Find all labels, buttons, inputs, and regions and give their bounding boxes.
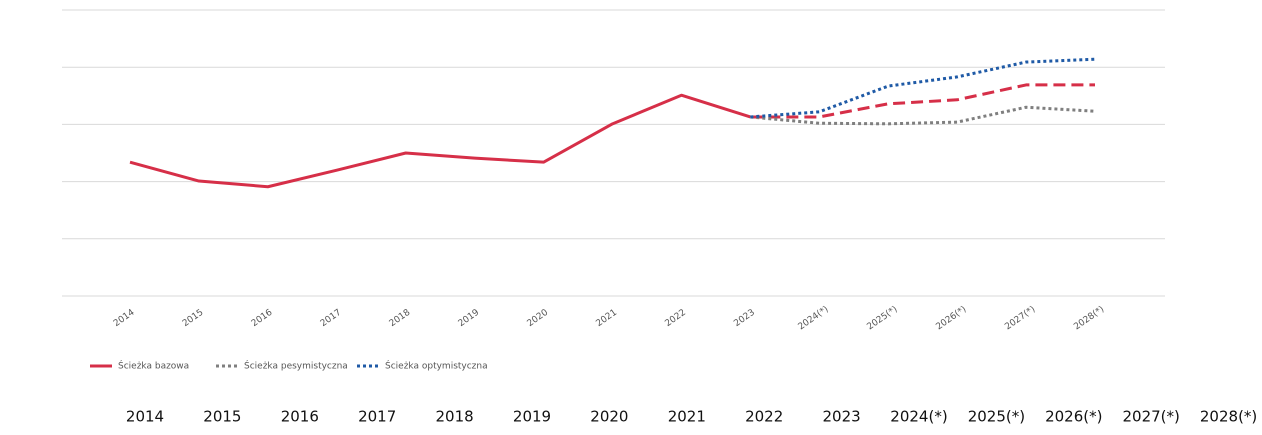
x-tick-label: 2022 [663,308,687,329]
legend-label: Ścieżka pesymistyczna [244,360,348,372]
x-tick-label: 2019 [457,308,482,329]
year-label: 2016 [281,408,319,426]
year-label: 2023 [823,408,861,426]
year-label: 2022 [745,408,783,426]
year-label: 2014 [126,408,164,426]
year-label: 2018 [436,408,474,426]
year-label: 2027(*) [1123,408,1180,426]
x-tick-label: 2018 [388,308,413,329]
x-tick-label: 2027(*) [1003,304,1037,332]
x-tick-label: 2016 [250,308,275,329]
x-tick-label: 2028(*) [1072,304,1106,332]
year-label: 2028(*) [1200,408,1257,426]
x-tick-label: 2017 [319,308,343,329]
x-tick-label: 2015 [181,308,205,329]
year-label: 2024(*) [890,408,947,426]
x-tick-label: 2026(*) [934,304,968,332]
x-tick-label: 2025(*) [866,304,900,332]
x-tick-label: 2014 [112,308,137,329]
year-label: 2026(*) [1045,408,1102,426]
x-tick-label: 2021 [595,308,619,329]
legend-label: Ścieżka bazowa [118,360,189,372]
series-line [750,83,1095,119]
year-label: 2025(*) [968,408,1025,426]
x-tick-label: 2020 [526,308,551,329]
series-line [750,57,1096,119]
legend-label: Ścieżka optymistyczna [385,360,488,372]
series-line [750,105,1096,126]
x-tick-label: 2024(*) [797,304,831,332]
year-label: 2017 [358,408,396,426]
x-tick-label: 2023 [732,308,756,329]
year-label: 2015 [203,408,241,426]
year-label: 2020 [590,408,628,426]
series-line [129,93,751,189]
year-label: 2019 [513,408,551,426]
year-label: 2021 [668,408,706,426]
